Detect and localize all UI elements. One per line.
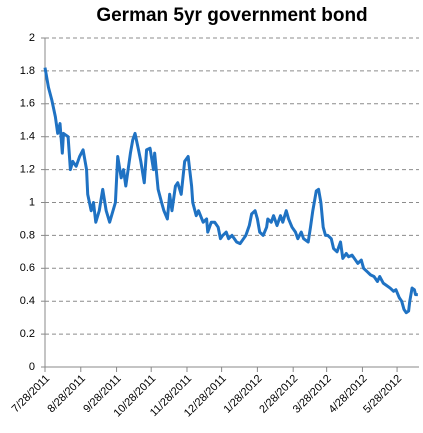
y-tick-label: 0.4 [20, 295, 35, 307]
y-tick-label: 1 [29, 196, 35, 208]
y-tick-label: 1.8 [20, 65, 35, 77]
x-tick-label: 8/28/2011 [45, 373, 88, 416]
y-tick-label: 0.8 [20, 229, 35, 241]
y-tick-label: 0.6 [20, 262, 35, 274]
x-tick-label: 7/28/2011 [10, 373, 53, 416]
y-tick-label: 1.2 [20, 164, 35, 176]
y-tick-label: 0 [29, 361, 35, 373]
x-tick-label: 5/28/2012 [361, 373, 404, 416]
y-tick-label: 1.6 [20, 98, 35, 110]
chart-title: German 5yr government bond [96, 5, 367, 26]
y-tick-label: 0.2 [20, 328, 35, 340]
y-tick-label: 2 [29, 32, 35, 44]
data-line [43, 67, 418, 315]
y-tick-label: 1.4 [20, 131, 35, 143]
